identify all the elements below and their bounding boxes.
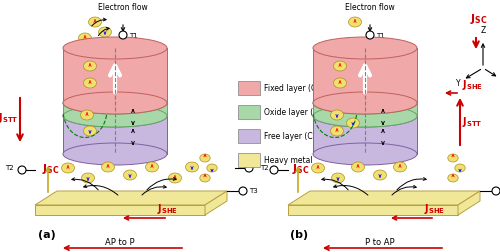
Text: SOT: SOT <box>137 139 150 143</box>
Polygon shape <box>458 191 480 215</box>
Ellipse shape <box>63 105 167 127</box>
Ellipse shape <box>346 118 360 128</box>
Bar <box>238 153 260 167</box>
Text: SOT: SOT <box>387 113 400 118</box>
Ellipse shape <box>200 174 210 182</box>
Ellipse shape <box>334 78 346 88</box>
Ellipse shape <box>270 166 278 174</box>
Ellipse shape <box>352 162 364 172</box>
Polygon shape <box>63 116 167 154</box>
Text: P to AP: P to AP <box>365 238 395 247</box>
Polygon shape <box>288 205 458 215</box>
Ellipse shape <box>168 173 181 183</box>
Text: $\mathbf{J_{SC}}$: $\mathbf{J_{SC}}$ <box>42 162 60 176</box>
Ellipse shape <box>84 126 96 136</box>
Bar <box>238 129 260 143</box>
Ellipse shape <box>18 166 26 174</box>
Text: Electron flow: Electron flow <box>345 3 395 12</box>
Text: $\mathbf{J_{STT}}$: $\mathbf{J_{STT}}$ <box>0 111 18 125</box>
Ellipse shape <box>313 105 417 127</box>
Ellipse shape <box>313 92 417 114</box>
Ellipse shape <box>63 92 167 114</box>
Text: T2: T2 <box>5 165 14 171</box>
Text: $\mathbf{J_{SC}}$: $\mathbf{J_{SC}}$ <box>292 162 310 176</box>
Text: $\mathbf{J_{STT}}$: $\mathbf{J_{STT}}$ <box>462 115 482 129</box>
Polygon shape <box>35 191 227 205</box>
Text: (a): (a) <box>38 230 56 240</box>
Ellipse shape <box>207 164 217 172</box>
Text: T1: T1 <box>376 33 385 39</box>
Ellipse shape <box>312 163 324 173</box>
Ellipse shape <box>245 164 253 172</box>
Text: T3: T3 <box>249 188 258 194</box>
Bar <box>238 81 260 95</box>
Ellipse shape <box>313 92 417 114</box>
Text: Heavy metal: Heavy metal <box>264 156 312 165</box>
Ellipse shape <box>394 162 406 172</box>
Text: $\mathbf{J_{SHE}}$: $\mathbf{J_{SHE}}$ <box>462 78 483 92</box>
Ellipse shape <box>492 187 500 195</box>
Ellipse shape <box>88 17 102 27</box>
Text: $\mathbf{J_{SHE}}$: $\mathbf{J_{SHE}}$ <box>158 202 178 216</box>
Polygon shape <box>63 48 167 103</box>
Ellipse shape <box>186 162 198 172</box>
Ellipse shape <box>84 78 96 88</box>
Text: T2: T2 <box>260 165 268 171</box>
Ellipse shape <box>313 143 417 165</box>
Ellipse shape <box>330 126 344 136</box>
Ellipse shape <box>63 105 167 127</box>
Ellipse shape <box>63 37 167 59</box>
Ellipse shape <box>119 31 127 39</box>
Text: T2: T2 <box>250 159 258 165</box>
Ellipse shape <box>82 173 94 183</box>
Text: T1: T1 <box>129 33 138 39</box>
Polygon shape <box>313 48 417 103</box>
Ellipse shape <box>62 163 74 173</box>
Ellipse shape <box>102 162 114 172</box>
Text: $\mathbf{J_{SC}}$: $\mathbf{J_{SC}}$ <box>470 12 488 26</box>
Ellipse shape <box>80 110 94 120</box>
Ellipse shape <box>200 154 210 162</box>
Polygon shape <box>313 103 417 116</box>
Ellipse shape <box>366 31 374 39</box>
Text: $\mathbf{J_{SHE}}$: $\mathbf{J_{SHE}}$ <box>424 202 446 216</box>
Ellipse shape <box>330 110 344 120</box>
Ellipse shape <box>332 173 344 183</box>
Text: AP to P: AP to P <box>105 238 135 247</box>
Polygon shape <box>63 103 167 116</box>
Ellipse shape <box>63 143 167 165</box>
Ellipse shape <box>146 162 158 172</box>
Polygon shape <box>313 116 417 154</box>
Text: Y: Y <box>456 79 460 88</box>
Text: STT: STT <box>137 113 148 118</box>
Ellipse shape <box>448 174 458 182</box>
Ellipse shape <box>313 105 417 127</box>
Polygon shape <box>288 191 480 205</box>
Text: STT: STT <box>387 139 398 143</box>
Ellipse shape <box>98 27 112 37</box>
Ellipse shape <box>78 33 92 43</box>
Ellipse shape <box>239 187 247 195</box>
Text: Oxide layer (MgO): Oxide layer (MgO) <box>264 108 334 117</box>
Text: (b): (b) <box>290 230 308 240</box>
Ellipse shape <box>124 170 136 180</box>
Polygon shape <box>205 191 227 215</box>
Text: Free layer (CoFeB): Free layer (CoFeB) <box>264 132 334 141</box>
Ellipse shape <box>374 170 386 180</box>
Bar <box>238 105 260 119</box>
Ellipse shape <box>84 61 96 71</box>
Ellipse shape <box>334 61 346 71</box>
Text: Electron flow: Electron flow <box>98 3 148 12</box>
Text: Z: Z <box>480 26 486 35</box>
Ellipse shape <box>63 92 167 114</box>
Ellipse shape <box>455 164 465 172</box>
Ellipse shape <box>348 17 362 27</box>
Text: Fixed layer (CoFeB): Fixed layer (CoFeB) <box>264 84 338 93</box>
Polygon shape <box>35 205 205 215</box>
Ellipse shape <box>313 37 417 59</box>
Ellipse shape <box>448 154 458 162</box>
